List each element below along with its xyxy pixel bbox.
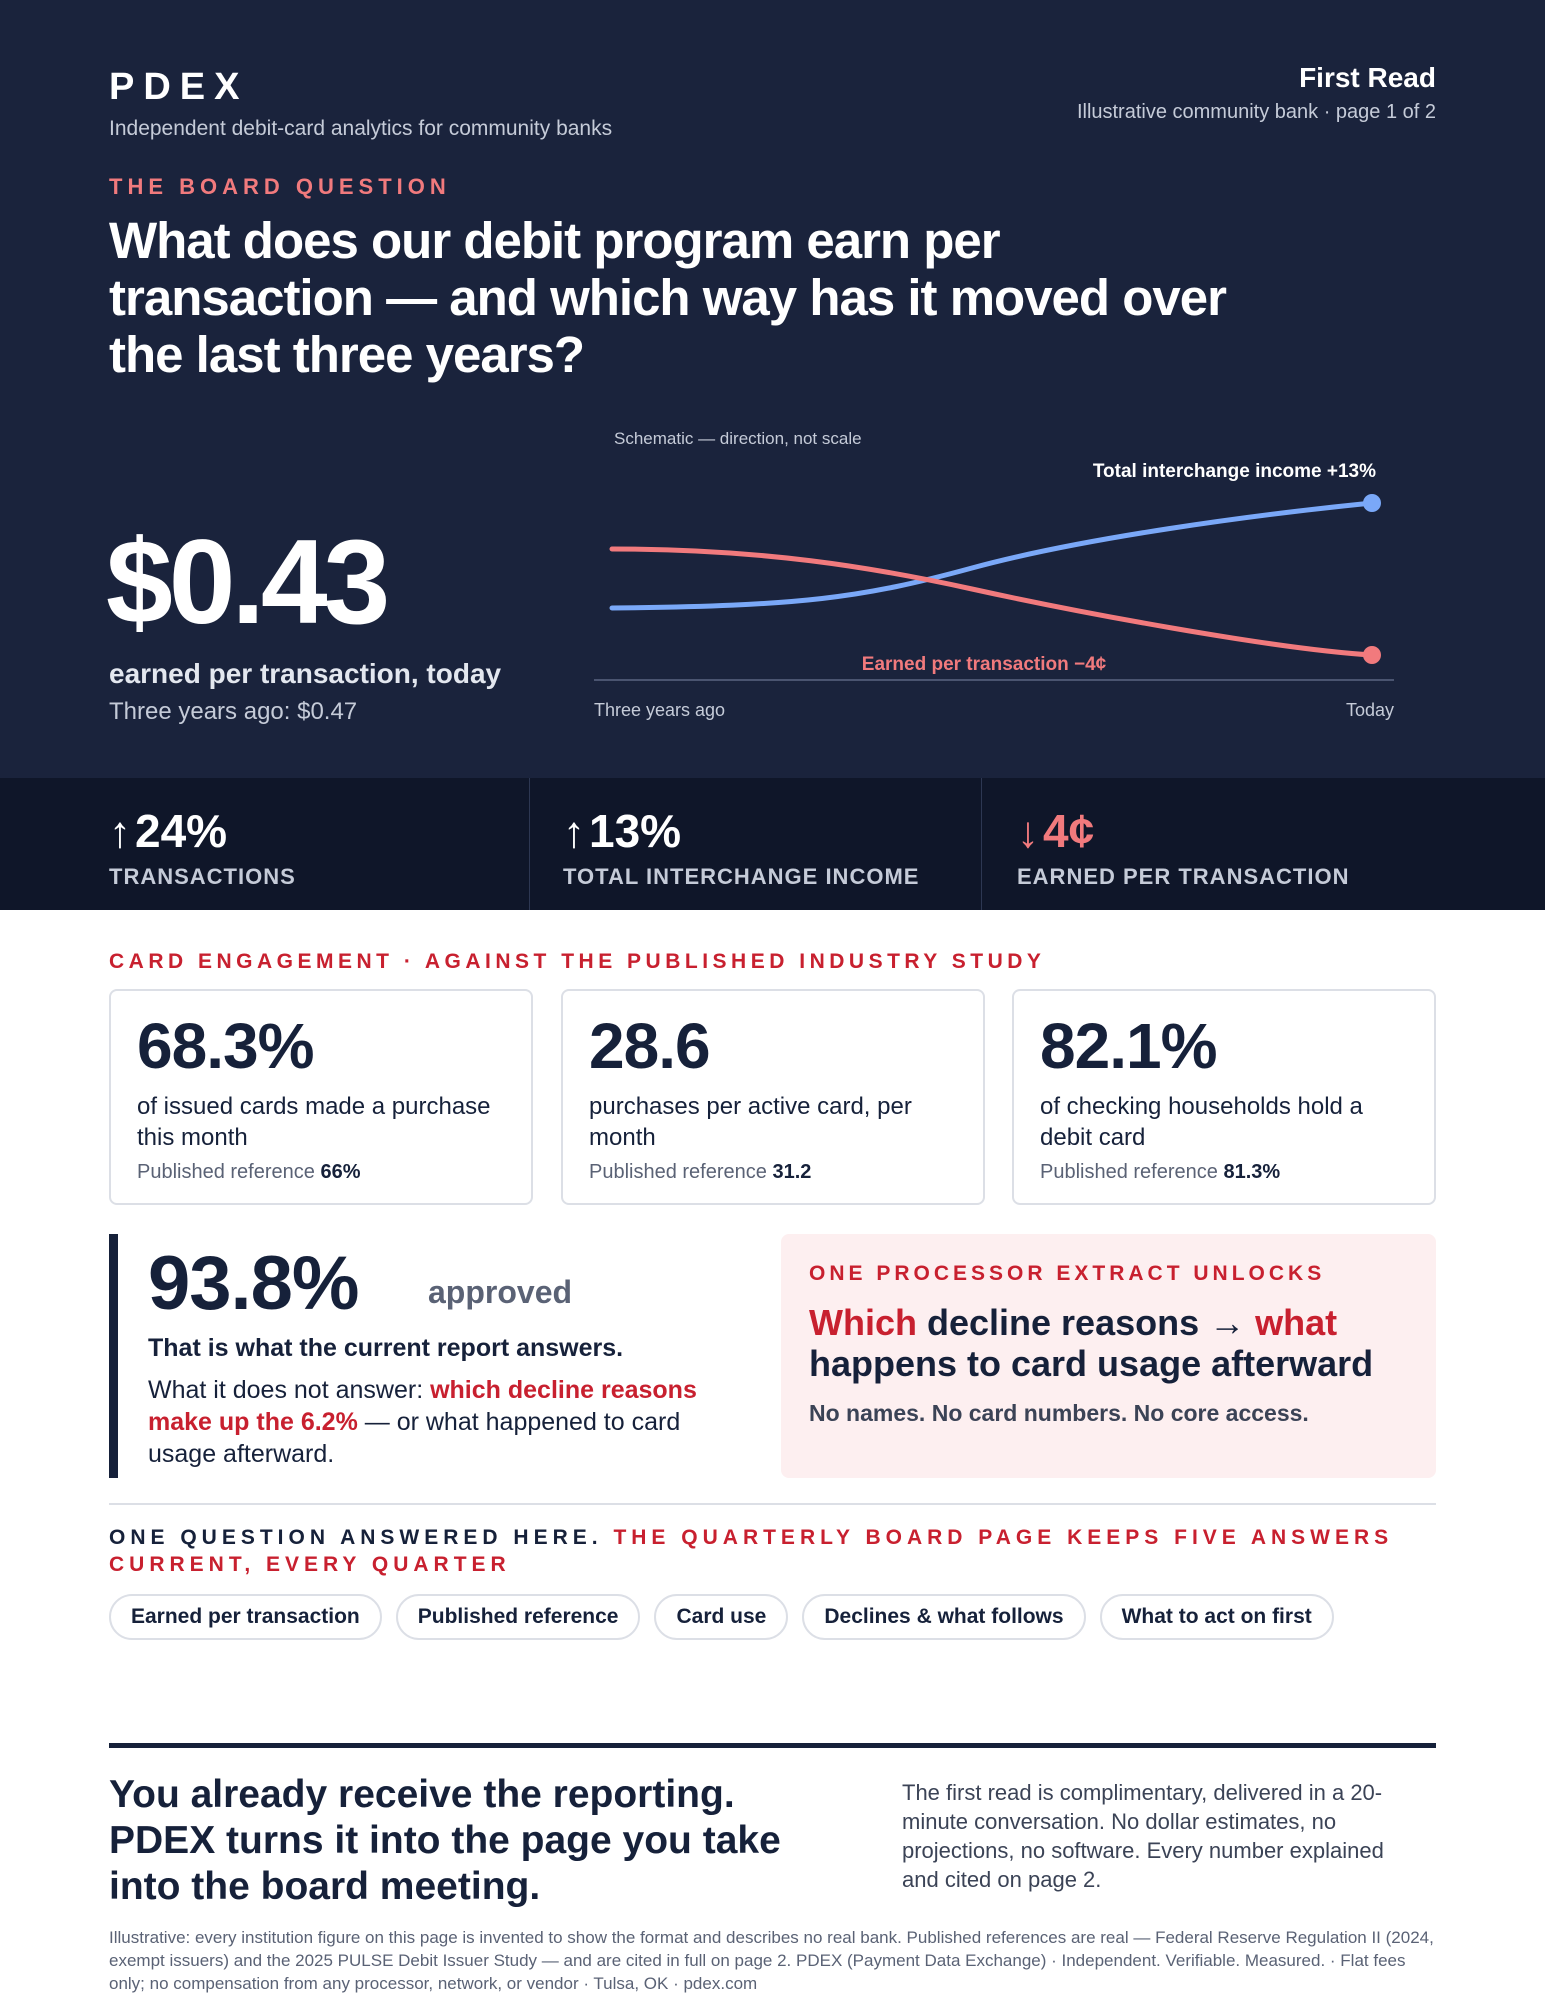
page-info: Illustrative community bank · page 1 of … [1076,101,1436,123]
footnote: Illustrative: every institution figure o… [109,1928,1434,1993]
card-value: 28.6 [589,1010,711,1082]
x-tick-label: Today [1346,700,1394,720]
unlock-note: No names. No card numbers. No core acces… [809,1400,1309,1426]
unlock-eyebrow: ONE PROCESSOR EXTRACT UNLOCKS [809,1262,1326,1285]
answers-eyebrow: ONE QUESTION ANSWERED HERE. THE QUARTERL… [109,1526,1394,1576]
series-label-interchange-income: Total interchange income +13% [1093,461,1376,482]
arrow-up-icon: ↑ [563,808,585,857]
stats-strip: ↑24% TRANSACTIONS ↑13% TOTAL INTERCHANGE… [0,778,1545,910]
series-line-interchange-income [609,500,1375,611]
approval-lead: That is what the current report answers. [148,1334,624,1362]
closing-description: The first read is complimentary, deliver… [902,1780,1384,1892]
closing-headline: You already receive the reporting. PDEX … [109,1773,781,1908]
stat-label: TOTAL INTERCHANGE INCOME [563,864,920,889]
stat-divider [981,778,982,910]
chip-earned-per-transaction: Earned per transaction [109,1594,382,1640]
card-value: 68.3% [137,1010,314,1082]
brand-tagline: Independent debit-card analytics for com… [109,117,613,140]
engagement-eyebrow: CARD ENGAGEMENT · AGAINST THE PUBLISHED … [109,950,1046,973]
card-description: purchases per active card, per month [589,1093,912,1151]
stat-value: ↑24% [109,805,228,857]
unlock-title: Which decline reasons → what happens to … [809,1302,1374,1384]
arrow-down-icon: ↓ [1017,808,1039,857]
chip-what-to-act-on: What to act on first [1099,1594,1334,1640]
processor-extract-panel: ONE PROCESSOR EXTRACT UNLOCKS Which decl… [781,1234,1436,1478]
stat-label: TRANSACTIONS [109,864,296,889]
chart-title: Schematic — direction, not scale [614,429,862,448]
divider [109,1743,1436,1748]
stat-value: ↑13% [563,805,682,857]
x-tick-label: Three years ago [594,700,725,720]
series-endpoint [1363,494,1381,512]
card-reference: Published reference 81.3% [1040,1161,1281,1183]
engagement-card-household-penetration: 82.1% of checking households hold a debi… [1012,989,1436,1205]
trend-chart: Schematic — direction, not scale Three ye… [594,429,1394,720]
stat-divider [529,778,530,910]
engagement-card-purchases-per-card: 28.6 purchases per active card, per mont… [561,989,985,1205]
stat-value: ↓4¢ [1017,805,1095,857]
card-reference: Published reference 66% [137,1161,361,1183]
series-label-earned-per-transaction: Earned per transaction −4¢ [862,654,1107,675]
approval-word: approved [428,1274,573,1310]
card-reference: Published reference 31.2 [589,1161,812,1183]
card-value: 82.1% [1040,1010,1217,1082]
board-question: What does our debit program earn per tra… [109,212,1227,383]
hero-section: PDEX Independent debit-card analytics fo… [0,0,1545,778]
headline-value: $0.43 [106,515,390,649]
chip-card-use: Card use [654,1594,789,1640]
stat-label: EARNED PER TRANSACTION [1017,864,1350,889]
chip-declines: Declines & what follows [802,1594,1086,1640]
series-endpoint [1363,646,1381,664]
series-line-earned-per-transaction [609,546,1375,658]
brand-logo: PDEX [109,66,249,108]
board-question-eyebrow: THE BOARD QUESTION [109,174,451,199]
approval-rate: 93.8% [148,1241,359,1326]
arrow-up-icon: ↑ [109,808,131,857]
card-description: of checking households hold a debit card [1040,1093,1363,1151]
headline-label: earned per transaction, today [109,658,502,689]
approval-callout: 93.8% approved That is what the current … [109,1234,709,1478]
card-description: of issued cards made a purchase this mon… [137,1093,491,1151]
chip-published-reference: Published reference [395,1594,641,1640]
engagement-card-purchase-rate: 68.3% of issued cards made a purchase th… [109,989,533,1205]
previous-value: Three years ago: $0.47 [109,698,358,725]
document-title: First Read [1299,62,1436,93]
answer-chips: Earned per transaction Published referen… [109,1594,1334,1640]
divider [109,1503,1436,1505]
approval-text: What it does not answer: which decline r… [148,1376,697,1468]
